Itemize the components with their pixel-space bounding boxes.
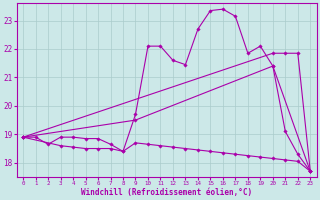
X-axis label: Windchill (Refroidissement éolien,°C): Windchill (Refroidissement éolien,°C)	[81, 188, 252, 197]
